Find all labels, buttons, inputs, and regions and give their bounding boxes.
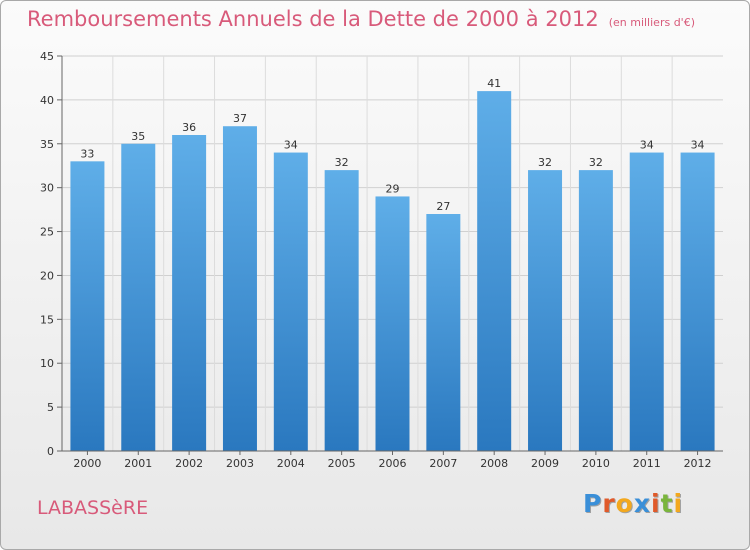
bar-2005 xyxy=(324,170,359,451)
y-tick-label: 30 xyxy=(40,182,54,195)
x-tick-label-2011: 2011 xyxy=(633,457,661,470)
x-tick-label-2012: 2012 xyxy=(684,457,712,470)
data-label-2000: 33 xyxy=(80,147,94,160)
bar-2009 xyxy=(528,170,563,451)
bar-2003 xyxy=(222,126,257,451)
x-tick-label-2000: 2000 xyxy=(73,457,101,470)
bar-2008 xyxy=(477,91,512,451)
x-tick-label-2004: 2004 xyxy=(277,457,305,470)
data-label-2004: 34 xyxy=(284,139,298,152)
data-label-2007: 27 xyxy=(436,200,450,213)
logo-letter: i xyxy=(651,489,661,518)
x-tick-label-2002: 2002 xyxy=(175,457,203,470)
bar-2012 xyxy=(680,152,715,452)
y-tick-label: 45 xyxy=(40,50,54,63)
bar-2007 xyxy=(426,214,461,451)
x-tick-label-2003: 2003 xyxy=(226,457,254,470)
x-tick-label-2010: 2010 xyxy=(582,457,610,470)
data-label-2009: 32 xyxy=(538,156,552,169)
y-tick-label: 0 xyxy=(47,445,54,458)
y-tick-label: 25 xyxy=(40,226,54,239)
data-label-2006: 29 xyxy=(386,182,400,195)
data-label-2010: 32 xyxy=(589,156,603,169)
x-tick-label-2009: 2009 xyxy=(531,457,559,470)
logo-letter: P xyxy=(583,489,603,518)
chart-title-text: Remboursements Annuels de la Dette de 20… xyxy=(27,7,599,31)
logo-letter: t xyxy=(660,489,674,518)
logo-letter: i xyxy=(673,489,684,518)
y-tick-label: 20 xyxy=(40,269,54,282)
x-tick-label-2007: 2007 xyxy=(429,457,457,470)
data-label-2001: 35 xyxy=(131,130,145,143)
data-label-2012: 34 xyxy=(691,139,705,152)
data-label-2002: 36 xyxy=(182,121,196,134)
logo-letter: x xyxy=(633,489,651,518)
y-tick-label: 5 xyxy=(47,401,54,414)
x-tick-label-2001: 2001 xyxy=(124,457,152,470)
axes: 0 5 10 15 20 25 30 35 40 45 2000 2001 2002 2003 2004 20… xyxy=(40,50,723,470)
x-tick-label-2005: 2005 xyxy=(328,457,356,470)
data-label-2003: 37 xyxy=(233,112,247,125)
chart-title: Remboursements Annuels de la Dette de 20… xyxy=(27,7,695,31)
y-tick-label: 10 xyxy=(40,357,54,370)
bar-2004 xyxy=(273,152,308,452)
y-tick-label: 40 xyxy=(40,94,54,107)
y-tick-label: 35 xyxy=(40,138,54,151)
commune-name: LABASSèRE xyxy=(37,497,149,519)
bars: 33 35 36 37 34 32 29 27 41 32 32 34 34 xyxy=(70,77,715,452)
data-label-2011: 34 xyxy=(640,139,654,152)
x-tick-label-2006: 2006 xyxy=(379,457,407,470)
y-tick-label: 15 xyxy=(40,313,54,326)
data-label-2005: 32 xyxy=(335,156,349,169)
bar-2002 xyxy=(172,135,207,451)
bar-2010 xyxy=(578,170,613,451)
logo-letter: o xyxy=(615,489,634,518)
data-label-2008: 41 xyxy=(487,77,501,90)
logo-letter: r xyxy=(602,489,616,518)
bar-2006 xyxy=(375,196,410,451)
bar-2011 xyxy=(629,152,664,452)
chart-subtitle: (en milliers d'€) xyxy=(608,16,695,29)
proxiti-logo: Proxiti xyxy=(583,489,683,518)
x-tick-label-2008: 2008 xyxy=(480,457,508,470)
bar-2000 xyxy=(70,161,105,452)
bar-2001 xyxy=(121,143,156,451)
